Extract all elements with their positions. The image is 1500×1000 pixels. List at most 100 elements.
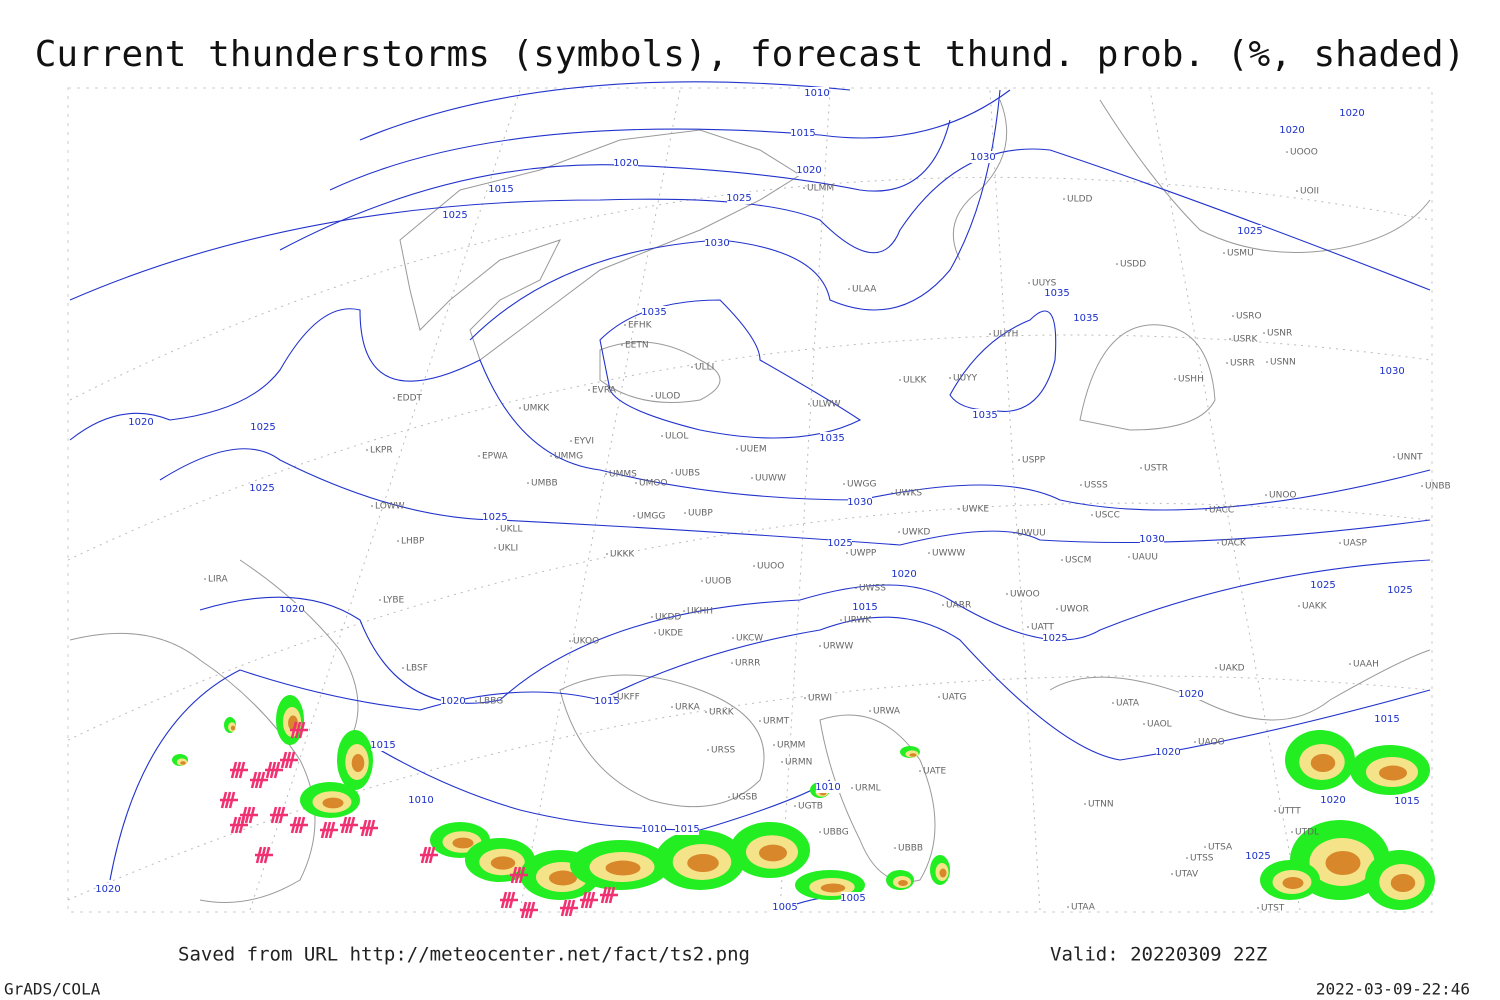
timestamp: 2022-03-09-22:46 — [1316, 980, 1470, 999]
station-label: UWUU — [1017, 529, 1046, 539]
isobar-label: 1020 — [1178, 689, 1203, 700]
isobar-label: 1030 — [704, 238, 729, 249]
station-dot — [1232, 315, 1234, 317]
station-dot — [1018, 459, 1020, 461]
station-label: ULDD — [1067, 195, 1093, 205]
station-label: UUOB — [705, 577, 731, 587]
station-dot — [732, 637, 734, 639]
station-label: UNNT — [1397, 453, 1423, 463]
station-label: UKFF — [617, 693, 640, 703]
prob-high — [351, 754, 365, 772]
station-dot — [1204, 846, 1206, 848]
station-dot — [1296, 190, 1298, 192]
isobar-label-bg — [1340, 107, 1364, 119]
station-label: UWKS — [895, 489, 922, 499]
station-dot — [949, 377, 951, 379]
station-dot — [475, 700, 477, 702]
station-label: UAKK — [1302, 602, 1328, 612]
isobar-label: 1015 — [488, 184, 513, 195]
station-label: USDD — [1120, 260, 1146, 270]
baltic — [599, 341, 721, 403]
station-dot — [1056, 608, 1058, 610]
station-label: UWKD — [902, 528, 930, 538]
isobar-label-bg — [705, 237, 729, 249]
station-dot — [691, 366, 693, 368]
station-dot — [371, 505, 373, 507]
station-label: UUWW — [755, 474, 786, 484]
station-label: URWI — [808, 694, 832, 704]
isobar-label-bg — [727, 192, 751, 204]
station-label: URRR — [735, 659, 760, 669]
station-label: UUYS — [1032, 279, 1057, 289]
station-label: ULAA — [852, 285, 877, 295]
isobar-label-bg — [1156, 746, 1180, 758]
station-dot — [1061, 559, 1063, 561]
station-label: UKOO — [573, 637, 599, 647]
station-label: UACK — [1221, 539, 1247, 549]
station-dot — [794, 805, 796, 807]
station-label: ULOL — [665, 432, 688, 442]
station-label: UKLI — [498, 544, 518, 554]
station-label: UUBS — [675, 469, 700, 479]
isobar-label: 1015 — [1394, 796, 1419, 807]
isobar-label: 1035 — [972, 410, 997, 421]
station-label: UMKK — [523, 404, 550, 414]
station-label: USMU — [1227, 249, 1254, 259]
station-label: UUOO — [757, 562, 784, 572]
station-label: ULKK — [903, 376, 928, 386]
isobar-label-bg — [973, 409, 997, 421]
station-dot — [1286, 151, 1288, 153]
isobar-label-bg — [1380, 365, 1404, 377]
isobar — [599, 299, 862, 439]
isobar — [69, 308, 1431, 511]
station-label: UTSS — [1190, 854, 1214, 864]
station-label: UAOO — [1198, 738, 1225, 748]
isobar-label: 1035 — [819, 433, 844, 444]
station-label: USRK — [1233, 335, 1259, 345]
isobar-label-bg — [642, 823, 666, 835]
station-dot — [1226, 362, 1228, 364]
isobar-label: 1015 — [674, 824, 699, 835]
isobar-label: 1005 — [772, 902, 797, 913]
isobar-label-bg — [251, 421, 275, 433]
station-dot — [1128, 556, 1130, 558]
caspian-sea — [819, 714, 936, 883]
isobar-label: 1020 — [1279, 125, 1304, 136]
station-dot — [635, 482, 637, 484]
station-dot — [366, 449, 368, 451]
isobar — [279, 119, 951, 251]
station-label: UUYY — [953, 374, 978, 384]
isobar-label: 1035 — [1044, 288, 1069, 299]
isobar-label: 1020 — [128, 417, 153, 428]
isobar-label: 1010 — [804, 88, 829, 99]
isobar-label: 1025 — [827, 538, 852, 549]
isobar-label-bg — [595, 695, 619, 707]
station-dot — [684, 512, 686, 514]
station-dot — [397, 540, 399, 542]
station-dot — [1229, 338, 1231, 340]
station-label: URMT — [763, 717, 790, 727]
station-dot — [1266, 361, 1268, 363]
station-dot — [958, 508, 960, 510]
station-label: UAUU — [1132, 553, 1158, 563]
isobar-label-bg — [441, 695, 465, 707]
station-label: UTNN — [1088, 800, 1114, 810]
station-dot — [851, 787, 853, 789]
station-label: UWWW — [932, 549, 965, 559]
isobar-label: 1025 — [249, 483, 274, 494]
station-dot — [1140, 467, 1142, 469]
isobar-label: 1010 — [641, 824, 666, 835]
isobar-label-bg — [129, 416, 153, 428]
isobar-label-bg — [489, 183, 513, 195]
lake — [1079, 324, 1216, 431]
station-dot — [1339, 542, 1341, 544]
station-label: UKDE — [658, 629, 683, 639]
station-label: USNN — [1270, 358, 1296, 368]
station-dot — [894, 847, 896, 849]
isobar — [69, 148, 1431, 301]
isobar-label-bg — [1280, 124, 1304, 136]
station-dot — [570, 440, 572, 442]
station-dot — [808, 403, 810, 405]
map-frame — [67, 87, 1433, 913]
